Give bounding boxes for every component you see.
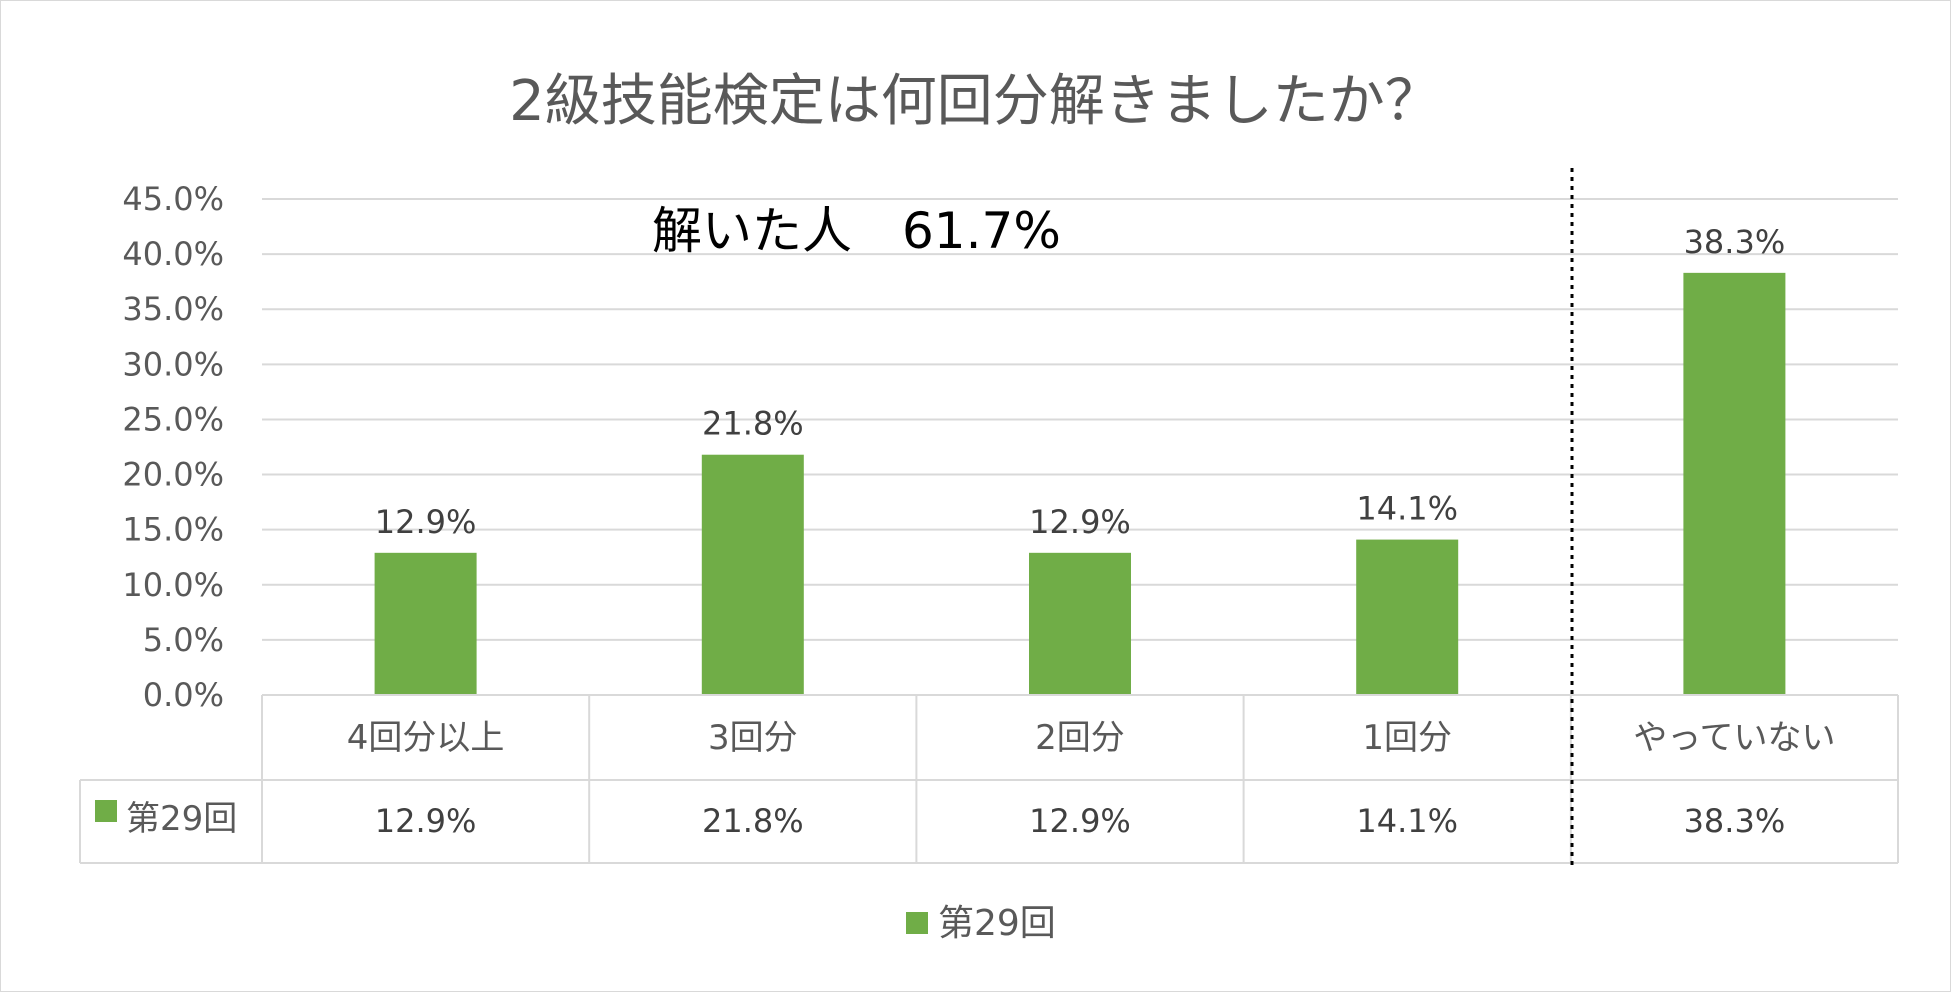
table-legend-swatch — [95, 800, 117, 822]
chart-title: 2級技能検定は何回分解きましたか？ — [509, 69, 1441, 134]
y-tick-label: 0.0% — [143, 676, 224, 714]
category-label: 4回分以上 — [347, 718, 505, 758]
y-tick-label: 30.0% — [122, 345, 224, 383]
legend-label: 第29回 — [938, 903, 1056, 944]
y-tick-label: 25.0% — [122, 400, 224, 438]
y-tick-label: 35.0% — [122, 290, 224, 328]
data-label: 12.9% — [1029, 503, 1131, 541]
bar — [1356, 539, 1459, 695]
data-labels: 12.9% 21.8% 12.9% 14.1% 38.3% — [375, 223, 1785, 541]
legend: 第29回 — [906, 903, 1056, 944]
bar — [1683, 272, 1786, 695]
table-value: 21.8% — [702, 802, 804, 840]
table-series-label: 第29回 — [126, 799, 237, 839]
category-label: 1回分 — [1362, 718, 1452, 758]
y-tick-label: 15.0% — [122, 511, 224, 549]
bar — [374, 552, 477, 695]
y-tick-label: 20.0% — [122, 456, 224, 494]
y-tick-label: 10.0% — [122, 566, 224, 604]
data-table: 4回分以上 12.9% 3回分 21.8% 2回分 12.9% 1回分 14.1% やっていない… — [79, 694, 1899, 864]
data-label: 38.3% — [1684, 223, 1786, 261]
table-value: 12.9% — [1029, 802, 1131, 840]
data-label: 21.8% — [702, 405, 804, 443]
solved-annotation: 解いた人 61.7% — [652, 202, 1061, 260]
y-axis: 0.0% 5.0% 10.0% 15.0% 20.0% 25.0% 30.0% 35.0% 40… — [122, 180, 224, 714]
bar — [1029, 552, 1131, 695]
data-label: 14.1% — [1356, 490, 1458, 528]
table-value: 14.1% — [1356, 802, 1458, 840]
category-label: 2回分 — [1035, 718, 1125, 758]
y-tick-label: 45.0% — [122, 180, 224, 218]
gridlines — [262, 198, 1898, 641]
category-label: やっていない — [1633, 718, 1835, 758]
table-value: 38.3% — [1684, 802, 1786, 840]
legend-swatch — [906, 912, 928, 934]
y-tick-label: 40.0% — [122, 235, 224, 273]
y-tick-label: 5.0% — [143, 621, 224, 659]
table-value: 12.9% — [375, 802, 477, 840]
data-label: 12.9% — [375, 503, 477, 541]
bar — [701, 454, 804, 695]
bars — [374, 272, 1786, 695]
category-label: 3回分 — [708, 718, 798, 758]
